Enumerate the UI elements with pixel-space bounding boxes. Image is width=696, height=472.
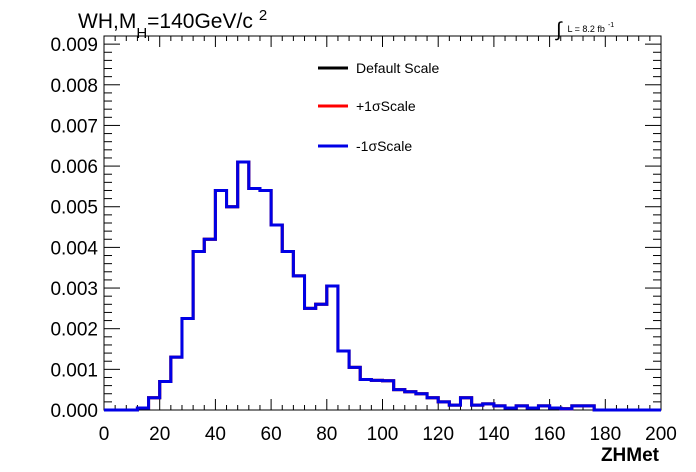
- tick-labels: 0 20 40 60 80 100 120 140 160 180 200 0.000 0.001 0.0…: [50, 35, 676, 445]
- x-tick-label: 180: [589, 424, 621, 445]
- y-tick-label: 0.006: [50, 157, 98, 178]
- plot-frame: [103, 35, 662, 411]
- title-subscript: H: [136, 25, 147, 42]
- x-tick-label: 120: [422, 424, 454, 445]
- legend-label-default: Default Scale: [356, 60, 439, 76]
- chart-title: WH,MH=140GeV/c 2: [78, 7, 267, 42]
- y-tick-label: 0.004: [50, 238, 98, 259]
- x-tick-label: 0: [99, 424, 110, 445]
- legend-label-plus1sigma: +1σScale: [356, 98, 416, 114]
- y-tick-label: 0.002: [50, 320, 98, 341]
- x-tick-label: 160: [534, 424, 566, 445]
- integral-sign: ∫: [555, 19, 563, 41]
- series-minus1sigma-scale: [104, 160, 661, 412]
- legend: Default Scale +1σScale -1σScale: [318, 60, 439, 154]
- axis-ticks: [103, 36, 662, 411]
- x-tick-label: 80: [316, 424, 337, 445]
- x-tick-label: 100: [367, 424, 399, 445]
- luminosity-text: L = 8.2 fb: [567, 24, 604, 34]
- title-superscript: 2: [259, 7, 267, 24]
- series-plus1sigma-scale: [104, 160, 661, 412]
- luminosity-label: ∫ L = 8.2 fb -1: [555, 19, 614, 41]
- x-tick-label: 140: [478, 424, 510, 445]
- y-tick-label: 0.003: [50, 279, 98, 300]
- x-tick-label: 20: [149, 424, 170, 445]
- y-tick-label: 0.000: [50, 401, 98, 422]
- x-axis-label: ZHMet: [601, 445, 660, 466]
- y-tick-label: 0.001: [50, 360, 98, 381]
- series-default-scale: [104, 160, 661, 412]
- title-rest: =140GeV/c: [147, 10, 253, 33]
- x-tick-label: 40: [205, 424, 226, 445]
- title-base: WH,M: [78, 10, 136, 33]
- series-lines: [104, 160, 661, 412]
- y-tick-label: 0.008: [50, 76, 98, 97]
- luminosity-superscript: -1: [608, 22, 614, 29]
- y-tick-label: 0.009: [50, 35, 98, 56]
- legend-label-minus1sigma: -1σScale: [356, 138, 412, 154]
- x-tick-label: 60: [261, 424, 282, 445]
- y-tick-label: 0.005: [50, 198, 98, 219]
- y-tick-label: 0.007: [50, 116, 98, 137]
- x-tick-label: 200: [645, 424, 677, 445]
